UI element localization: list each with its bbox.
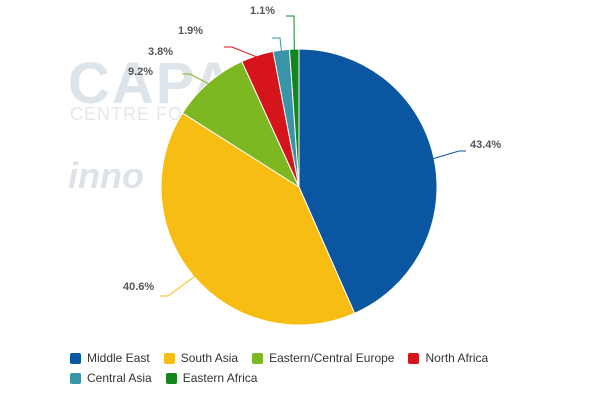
legend-item-north-africa[interactable]: North Africa bbox=[408, 351, 488, 365]
legend-row-1: Middle East South Asia Eastern/Central E… bbox=[70, 348, 570, 368]
legend-swatch bbox=[163, 352, 175, 364]
data-label: 40.6% bbox=[123, 281, 154, 293]
legend-swatch bbox=[70, 372, 81, 384]
legend-label: South Asia bbox=[180, 351, 239, 365]
data-label: 1.1% bbox=[250, 5, 275, 17]
watermark-brand: inno bbox=[68, 155, 144, 196]
legend-label: Middle East bbox=[87, 351, 150, 365]
legend-label: Central Asia bbox=[87, 371, 152, 385]
label-connector bbox=[431, 150, 466, 160]
data-label: 3.8% bbox=[148, 46, 173, 58]
legend-swatch bbox=[165, 372, 177, 384]
legend-label: Eastern Africa bbox=[182, 371, 258, 385]
legend-label: North Africa bbox=[425, 351, 489, 365]
legend-label: Eastern/Central Europe bbox=[269, 351, 395, 365]
legend-swatch bbox=[70, 352, 81, 364]
legend-item-eastern-central-europe[interactable]: Eastern/Central Europe bbox=[252, 351, 394, 365]
legend-item-central-asia[interactable]: Central Asia bbox=[70, 371, 152, 385]
data-label: 43.4% bbox=[470, 139, 501, 151]
chart-legend: Middle East South Asia Eastern/Central E… bbox=[70, 348, 570, 388]
label-connector bbox=[286, 15, 295, 52]
data-label: 9.2% bbox=[128, 66, 153, 78]
pie-slice-eastern-central-europe[interactable] bbox=[181, 60, 301, 189]
legend-item-eastern-africa[interactable]: Eastern Africa bbox=[165, 371, 258, 385]
data-label: 1.9% bbox=[178, 25, 203, 37]
label-connector bbox=[160, 275, 197, 297]
legend-item-south-asia[interactable]: South Asia bbox=[163, 351, 239, 365]
legend-swatch bbox=[252, 352, 264, 364]
legend-row-2: Central Asia Eastern Africa bbox=[70, 368, 570, 388]
legend-item-middle-east[interactable]: Middle East bbox=[70, 351, 150, 365]
label-connector bbox=[272, 37, 282, 53]
label-connector bbox=[224, 46, 258, 58]
legend-swatch bbox=[408, 352, 420, 364]
label-connector bbox=[182, 73, 210, 85]
watermark-tagline: CENTRE FOR bbox=[70, 104, 197, 124]
